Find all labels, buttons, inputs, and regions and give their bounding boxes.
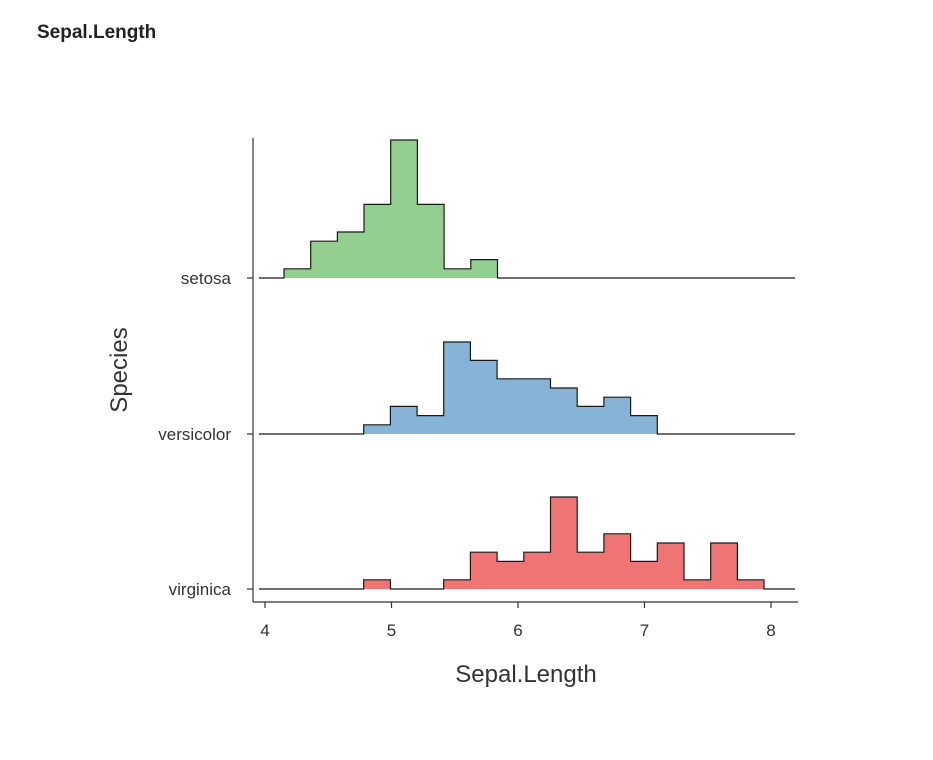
ridge-outline-versicolor	[259, 341, 795, 435]
ridges-layer	[259, 139, 795, 590]
ridge-outline-virginica	[259, 496, 795, 590]
x-tick-label: 6	[513, 621, 522, 640]
y-axis-title: Species	[106, 327, 133, 412]
page-title: Sepal.Length	[37, 22, 157, 43]
x-tick-label: 5	[387, 621, 396, 640]
ridge-fill-setosa	[283, 140, 498, 278]
x-axis-ticks: 4 5 6 7 8	[260, 602, 776, 640]
x-tick-label: 4	[260, 621, 269, 640]
y-axis-ticks: setosa versicolor virginica	[158, 269, 253, 599]
ridge-fill-versicolor	[363, 342, 658, 434]
y-tick-label-setosa: setosa	[181, 269, 232, 288]
y-tick-label-virginica: virginica	[169, 580, 232, 599]
ridge-fill-virginica	[363, 497, 764, 589]
y-tick-label-versicolor: versicolor	[158, 425, 231, 444]
x-tick-label: 7	[640, 621, 649, 640]
x-axis-title: Sepal.Length	[455, 661, 596, 688]
x-tick-label: 8	[766, 621, 775, 640]
ridge-outline-setosa	[259, 139, 795, 279]
